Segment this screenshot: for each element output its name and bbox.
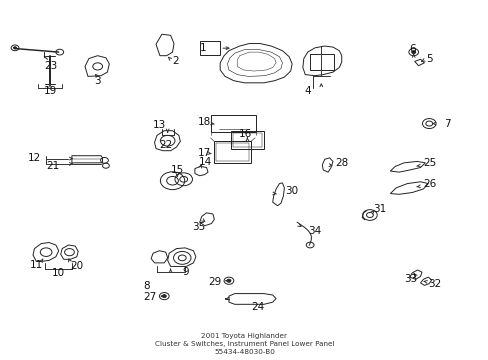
Bar [230, 131, 264, 149]
Text: 10: 10 [52, 268, 65, 278]
Bar [309, 54, 334, 70]
Text: 13: 13 [152, 120, 166, 130]
Text: 28: 28 [334, 158, 347, 168]
Text: 19: 19 [43, 86, 57, 96]
Text: 30: 30 [285, 186, 298, 197]
Text: 2: 2 [172, 57, 179, 66]
Circle shape [226, 279, 230, 282]
Text: 7: 7 [444, 118, 450, 129]
Text: 9: 9 [183, 267, 189, 277]
Text: 24: 24 [251, 302, 264, 312]
Text: 8: 8 [142, 282, 149, 292]
Text: 16: 16 [238, 129, 252, 139]
Text: 12: 12 [28, 153, 41, 163]
Text: 23: 23 [44, 61, 58, 71]
Text: 14: 14 [199, 157, 212, 167]
Text: 27: 27 [143, 292, 156, 302]
Text: 5: 5 [425, 54, 432, 64]
Circle shape [411, 51, 415, 54]
Text: 34: 34 [308, 226, 321, 236]
Text: 26: 26 [423, 179, 436, 189]
Circle shape [162, 295, 166, 297]
Bar [214, 141, 250, 163]
Text: 4: 4 [304, 86, 310, 96]
Text: 1: 1 [200, 43, 206, 53]
Text: 31: 31 [372, 204, 386, 214]
Text: 2001 Toyota Highlander
Cluster & Switches, Instrument Panel Lower Panel
55434-48: 2001 Toyota Highlander Cluster & Switche… [154, 333, 334, 355]
Text: 20: 20 [70, 261, 83, 271]
Text: 25: 25 [423, 158, 436, 168]
Text: 32: 32 [427, 279, 441, 289]
Bar [216, 143, 249, 161]
Text: 17: 17 [198, 148, 211, 158]
Text: 29: 29 [208, 277, 222, 287]
Bar [200, 41, 220, 55]
Text: 35: 35 [191, 222, 204, 232]
Text: 15: 15 [170, 165, 183, 175]
Text: 6: 6 [408, 44, 415, 54]
Text: 22: 22 [159, 140, 172, 150]
Text: 33: 33 [404, 274, 417, 284]
Bar [211, 114, 256, 132]
Text: 11: 11 [30, 260, 43, 270]
Text: 21: 21 [46, 161, 59, 171]
Circle shape [14, 47, 17, 49]
Text: 18: 18 [198, 117, 211, 127]
Text: 3: 3 [94, 76, 101, 86]
Bar [232, 133, 262, 147]
